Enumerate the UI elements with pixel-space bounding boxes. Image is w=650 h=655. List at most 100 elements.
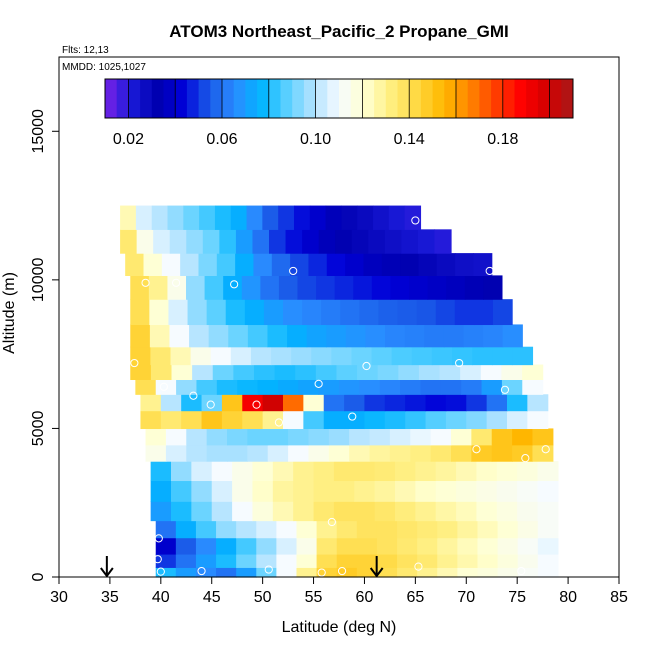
sample-marker <box>141 278 150 287</box>
heatmap-cell <box>356 553 378 568</box>
heatmap-cell <box>283 410 304 430</box>
heatmap-cell <box>169 229 187 254</box>
heatmap-cell <box>476 461 498 482</box>
x-tick-label: 50 <box>254 589 272 606</box>
heatmap-cell <box>454 299 475 326</box>
heatmap-cell <box>206 299 227 326</box>
heatmap-cell <box>160 410 182 430</box>
heatmap-cell <box>143 253 163 276</box>
heatmap-cell <box>374 501 396 522</box>
heatmap-cell <box>496 461 518 482</box>
heatmap-cell <box>497 520 519 539</box>
heatmap-cell <box>374 461 396 482</box>
heatmap-cell <box>451 428 472 446</box>
heatmap-cell <box>430 444 452 462</box>
x-tick-label: 55 <box>305 589 323 606</box>
heatmap-cell <box>293 501 315 522</box>
heatmap-cell <box>237 379 259 395</box>
heatmap-cell <box>351 229 369 254</box>
heatmap-cell <box>145 444 167 462</box>
heatmap-cell <box>165 444 187 462</box>
heatmap-cell <box>256 553 277 568</box>
heatmap-cell <box>296 553 318 568</box>
heatmap-cell <box>191 461 213 482</box>
heatmap-cell <box>335 229 353 254</box>
sample-marker <box>517 566 526 576</box>
heatmap-cell <box>283 394 304 412</box>
heatmap-cell <box>395 501 416 522</box>
heatmap-cell <box>369 428 391 446</box>
heatmap-cell <box>437 520 458 539</box>
heatmap-cell <box>168 299 189 326</box>
heatmap-cell <box>336 520 358 539</box>
heatmap-cell <box>493 299 513 326</box>
heatmap-cell <box>252 461 274 482</box>
heatmap-cell <box>276 553 298 568</box>
heatmap-cell <box>345 324 367 348</box>
colorbar-swatch <box>491 79 504 118</box>
heatmap-cell <box>415 461 437 482</box>
heatmap-cell <box>376 520 398 539</box>
heatmap-cell <box>440 379 462 395</box>
heatmap-cell <box>206 428 228 446</box>
heatmap-cell <box>477 520 499 539</box>
heatmap-cell <box>457 520 479 539</box>
heatmap-cell <box>397 520 418 539</box>
heatmap-cell <box>297 275 317 300</box>
colorbar-swatch <box>549 79 562 118</box>
colorbar-swatch <box>514 79 527 118</box>
colorbar-tick-label: 0.18 <box>487 131 518 148</box>
heatmap-cell <box>136 229 154 254</box>
heatmap-cell <box>435 299 456 326</box>
heatmap-cell <box>208 324 229 348</box>
colorbar-swatch <box>140 79 153 118</box>
heatmap-cell <box>186 428 208 446</box>
plot-frame <box>58 56 620 578</box>
x-tick-label: 60 <box>356 589 374 606</box>
heatmap-cell <box>316 553 338 568</box>
heatmap-cell <box>517 553 539 568</box>
colorbar: 0.02 0.06 0.10 0.14 0.18 <box>104 78 574 148</box>
heatmap-cell <box>293 205 311 230</box>
heatmap-cell <box>496 501 518 522</box>
heatmap-cell <box>477 537 499 555</box>
heatmap-cell <box>336 537 358 555</box>
heatmap-cell <box>400 253 420 276</box>
colorbar-swatch <box>257 79 270 118</box>
heatmap-cell <box>451 444 472 462</box>
heatmap-cell <box>236 567 257 578</box>
heatmap-cell <box>417 520 438 539</box>
heatmap-cell <box>333 461 355 482</box>
heatmap-cell <box>384 394 406 412</box>
dates-label: MMDD: 1025,1027 <box>62 62 146 73</box>
x-tick-label: 75 <box>508 589 526 606</box>
heatmap-cell <box>417 567 438 578</box>
heatmap-cell <box>293 461 315 482</box>
heatmap-cell <box>296 537 318 555</box>
colorbar-swatch <box>385 79 398 118</box>
heatmap-cell <box>242 410 264 430</box>
heatmap-cell <box>415 480 437 502</box>
heatmap-cell <box>401 229 419 254</box>
heatmap-cell <box>171 461 192 482</box>
heatmap-cell <box>437 553 458 568</box>
sample-marker <box>472 445 481 454</box>
heatmap-cell <box>354 480 376 502</box>
heatmap-cell <box>486 410 508 430</box>
heatmap-cell <box>356 520 378 539</box>
heatmap-cell <box>491 428 513 446</box>
heatmap-cell <box>276 520 298 539</box>
heatmap-cell <box>353 275 373 300</box>
heatmap-cell <box>512 428 534 446</box>
heatmap-cell <box>325 205 343 230</box>
heatmap-cell <box>476 480 498 502</box>
y-axis: 0 5000 10000 15000 <box>30 109 59 581</box>
heatmap-cell <box>199 205 216 230</box>
heatmap-cell <box>303 394 325 412</box>
heatmap-cell <box>512 346 534 366</box>
heatmap-cell <box>496 480 518 502</box>
heatmap-cell <box>456 480 478 502</box>
heatmap-cell <box>130 324 151 348</box>
heatmap-cell <box>389 444 411 462</box>
colorbar-swatch <box>116 79 129 118</box>
